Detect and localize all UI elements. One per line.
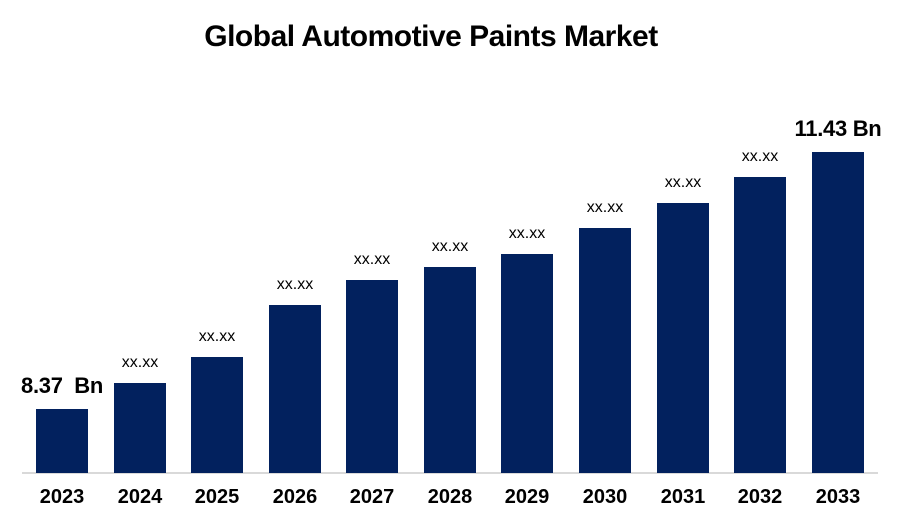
x-axis-label-2033: 2033 bbox=[815, 486, 861, 508]
bar-2030 bbox=[579, 228, 631, 473]
bar-2023 bbox=[36, 409, 88, 473]
bar-2031 bbox=[657, 203, 709, 473]
x-axis-label-2026: 2026 bbox=[272, 486, 318, 508]
bar-2029 bbox=[501, 254, 553, 473]
bar-value-label-2032: xx.xx bbox=[741, 148, 779, 165]
bar-2033 bbox=[812, 152, 864, 473]
x-axis-label-2028: 2028 bbox=[427, 486, 473, 508]
chart-title: Global Automotive Paints Market bbox=[204, 20, 658, 53]
bar-value-label-2033: 11.43 Bn bbox=[794, 116, 882, 141]
bar-value-label-2028: xx.xx bbox=[431, 238, 469, 255]
bar-2028 bbox=[424, 267, 476, 473]
bar-value-label-2026: xx.xx bbox=[276, 276, 314, 293]
x-axis-line bbox=[22, 472, 878, 474]
bar-value-label-2031: xx.xx bbox=[664, 174, 702, 191]
bar-2026 bbox=[269, 305, 321, 473]
bar-2025 bbox=[191, 357, 243, 473]
x-axis-label-2031: 2031 bbox=[660, 486, 706, 508]
bar-2024 bbox=[114, 383, 166, 473]
x-axis-label-2024: 2024 bbox=[117, 486, 163, 508]
bar-value-label-2029: xx.xx bbox=[508, 225, 546, 242]
bar-2032 bbox=[734, 177, 786, 473]
bar-2027 bbox=[346, 280, 398, 473]
x-axis-label-2030: 2030 bbox=[582, 486, 628, 508]
x-axis-label-2029: 2029 bbox=[504, 486, 550, 508]
bar-value-label-2030: xx.xx bbox=[586, 199, 624, 216]
x-axis-label-2023: 2023 bbox=[39, 486, 85, 508]
bar-value-label-2024: xx.xx bbox=[121, 354, 159, 371]
bar-value-label-2023: 8.37 Bn bbox=[21, 373, 103, 398]
bar-value-label-2027: xx.xx bbox=[353, 251, 391, 268]
x-axis-label-2025: 2025 bbox=[194, 486, 240, 508]
x-axis-label-2027: 2027 bbox=[349, 486, 395, 508]
x-axis-label-2032: 2032 bbox=[737, 486, 783, 508]
bar-value-label-2025: xx.xx bbox=[198, 328, 236, 345]
